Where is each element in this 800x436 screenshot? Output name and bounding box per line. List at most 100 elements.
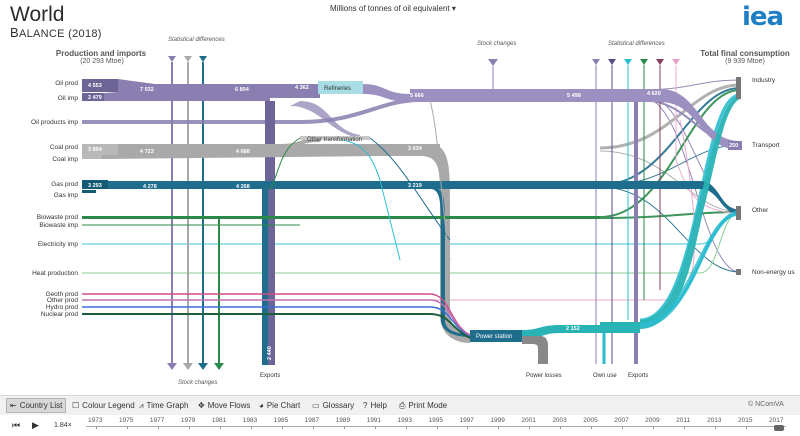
timeline-year[interactable]: 2009 [645,417,660,424]
sankey-diagram[interactable]: 4 553 2 479 7 032 6 804 4 362 5 666 5 49… [0,0,800,395]
timeline-year[interactable]: 1991 [366,417,382,424]
src-coal-imp: Coal imp [52,156,78,163]
page-subtitle: BALANCE (2018) [10,25,102,40]
stat-diff-right-label: Statistical differences [608,41,665,47]
sink-other: Other [752,207,769,214]
thin-flows [82,66,741,324]
glossary-label: Glossary [322,401,355,410]
credit-text: © NComVA [748,401,784,408]
exports-right-label: Exports [628,373,648,379]
refineries-node [318,81,363,94]
timeline-year[interactable]: 2005 [583,417,598,424]
flow-bio-other [599,211,741,219]
timeline-year[interactable]: 2013 [707,417,722,424]
timeline-track[interactable] [86,426,786,427]
timeline-year[interactable]: 2011 [676,417,691,424]
country-list-button[interactable]: ⇤ Country List [6,398,67,413]
transport-node [728,141,742,150]
timeline-year[interactable]: 1995 [428,417,443,424]
timeline: ⏮ ▶ 1.84× 1973 1975 1977 1979 1981 1983 1985 19… [0,415,800,436]
refineries-label: Refineries [324,86,351,92]
timeline-handle[interactable] [774,425,784,431]
print-mode-button[interactable]: ⎙ Print Mode [399,399,447,412]
move-flows-button[interactable]: ✥ Move Flows [198,399,250,412]
src-oil-imp: Oil imp [58,95,79,102]
timeline-year[interactable]: 1987 [304,417,320,424]
power-station-label: Power station [476,334,512,340]
gas-flow[interactable] [82,180,740,365]
page-title: World [10,3,65,26]
hydro-flow [82,306,471,338]
oil-to-transport [640,89,740,150]
timeline-tick [250,426,252,429]
power-out-right [600,322,640,331]
timeline-year[interactable]: 1977 [149,417,165,424]
timeline-year[interactable]: 1999 [490,417,505,424]
timeline-tick [188,426,190,429]
own-use-label: Own use [593,373,617,379]
stock-change-top-triangle [488,59,498,66]
top-triangles[interactable] [168,56,680,66]
stat-diff-gas-triangle [199,56,207,62]
glossary-button[interactable]: ▭ Glossary [312,399,354,412]
playback-speed[interactable]: 1.84× [54,422,72,429]
other-transformation-node[interactable] [300,136,370,140]
timeline-year[interactable]: 2003 [552,417,567,424]
exports-vert-value: 2 440 [267,346,273,360]
power-flow[interactable] [470,322,640,364]
gas-main-band [108,181,438,189]
pie-chart-button[interactable]: ◕ Pie Chart [259,399,300,412]
oil-flow[interactable] [82,79,742,365]
subtitle-rest: ALANCE [18,28,65,40]
coal-main-band [102,144,380,159]
flow-oilproducts-imp [82,98,421,124]
bio-prod-band [82,216,600,219]
oil-merge [104,79,155,101]
help-button[interactable]: ? Help [363,399,387,412]
stock-changes-bottom-label: Stock changes [178,380,218,386]
flow-pink-1 [675,66,741,215]
skip-back-icon[interactable]: ⏮ [12,420,21,430]
timeline-year[interactable]: 2017 [769,417,784,424]
oil-imp-bar [82,93,104,101]
line-chart-icon: ⩘ [139,400,144,410]
oil-main-band [155,84,270,101]
timeline-tick [281,426,283,429]
timeline-year[interactable]: 1979 [180,417,196,424]
coal-flow[interactable] [82,138,470,343]
timeline-year[interactable]: 1981 [211,417,227,424]
time-graph-button[interactable]: ⩘ Time Graph [139,399,188,412]
play-icon[interactable]: ▶ [32,420,39,430]
timeline-year[interactable]: 1973 [88,417,103,424]
biowaste-flow[interactable] [82,216,600,226]
timeline-year[interactable]: 1993 [397,417,412,424]
coal-right-value: 3 634 [408,146,423,152]
move-flows-label: Move Flows [207,401,251,410]
gas-right-value: 3 219 [408,183,422,189]
timeline-tick [219,426,221,429]
power-out-value: 2 152 [566,326,580,332]
timeline-year[interactable]: 2015 [738,417,753,424]
legend-icon: ☐ [72,401,80,410]
colour-legend-button[interactable]: ☐ Colour Legend [72,399,135,412]
timeline-year[interactable]: 1983 [242,417,258,424]
stat-diff-r5-triangle [656,59,664,65]
time-graph-label: Time Graph [146,401,189,410]
stat-diff-left-label: Statistical differences [168,37,225,43]
timeline-tick [374,426,376,429]
oil-right-band [410,89,640,102]
coal-mid1-value: 4 723 [140,149,154,155]
timeline-tick [715,426,717,429]
timeline-year[interactable]: 1985 [273,417,289,424]
bottom-triangles[interactable] [167,363,224,370]
gas-mid1-value: 4 278 [143,184,157,190]
stock-change-gas-triangle [198,363,208,370]
stat-diff-r2-triangle [608,59,616,65]
timeline-year[interactable]: 2001 [521,417,536,424]
timeline-year[interactable]: 1989 [335,417,351,424]
timeline-year[interactable]: 1997 [459,417,474,424]
sink-nodes[interactable] [736,77,741,275]
timeline-year[interactable]: 2007 [614,417,629,424]
timeline-year[interactable]: 1975 [118,417,134,424]
unit-selector[interactable]: Millions of tonnes of oil equivalent ▾ [330,4,456,13]
